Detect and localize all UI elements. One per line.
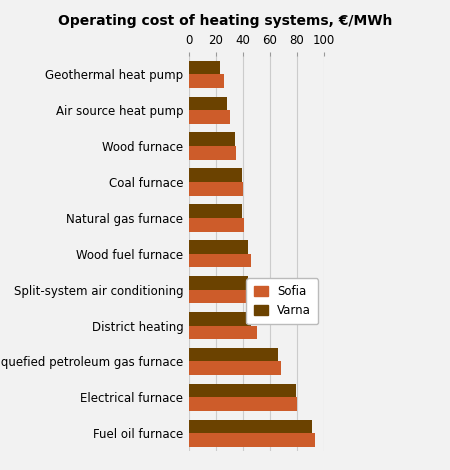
Bar xyxy=(189,254,251,267)
Bar xyxy=(189,168,242,182)
Bar xyxy=(189,146,236,160)
Bar xyxy=(189,384,296,397)
Bar xyxy=(189,74,224,88)
Bar xyxy=(189,133,235,146)
Bar xyxy=(189,218,244,232)
Bar xyxy=(189,348,278,361)
Bar xyxy=(189,97,227,110)
Bar xyxy=(189,61,220,74)
Text: Operating cost of heating systems, €/MWh: Operating cost of heating systems, €/MWh xyxy=(58,14,392,28)
Bar xyxy=(189,290,254,303)
Bar xyxy=(189,433,315,447)
Bar xyxy=(189,182,243,196)
Bar xyxy=(189,420,312,433)
Bar xyxy=(189,110,230,124)
Bar xyxy=(189,312,251,326)
Bar xyxy=(189,204,242,218)
Bar xyxy=(189,276,248,290)
Bar xyxy=(189,326,256,339)
Legend: Sofia, Varna: Sofia, Varna xyxy=(247,278,318,324)
Bar xyxy=(189,361,281,375)
Bar xyxy=(189,240,248,254)
Bar xyxy=(189,397,297,411)
